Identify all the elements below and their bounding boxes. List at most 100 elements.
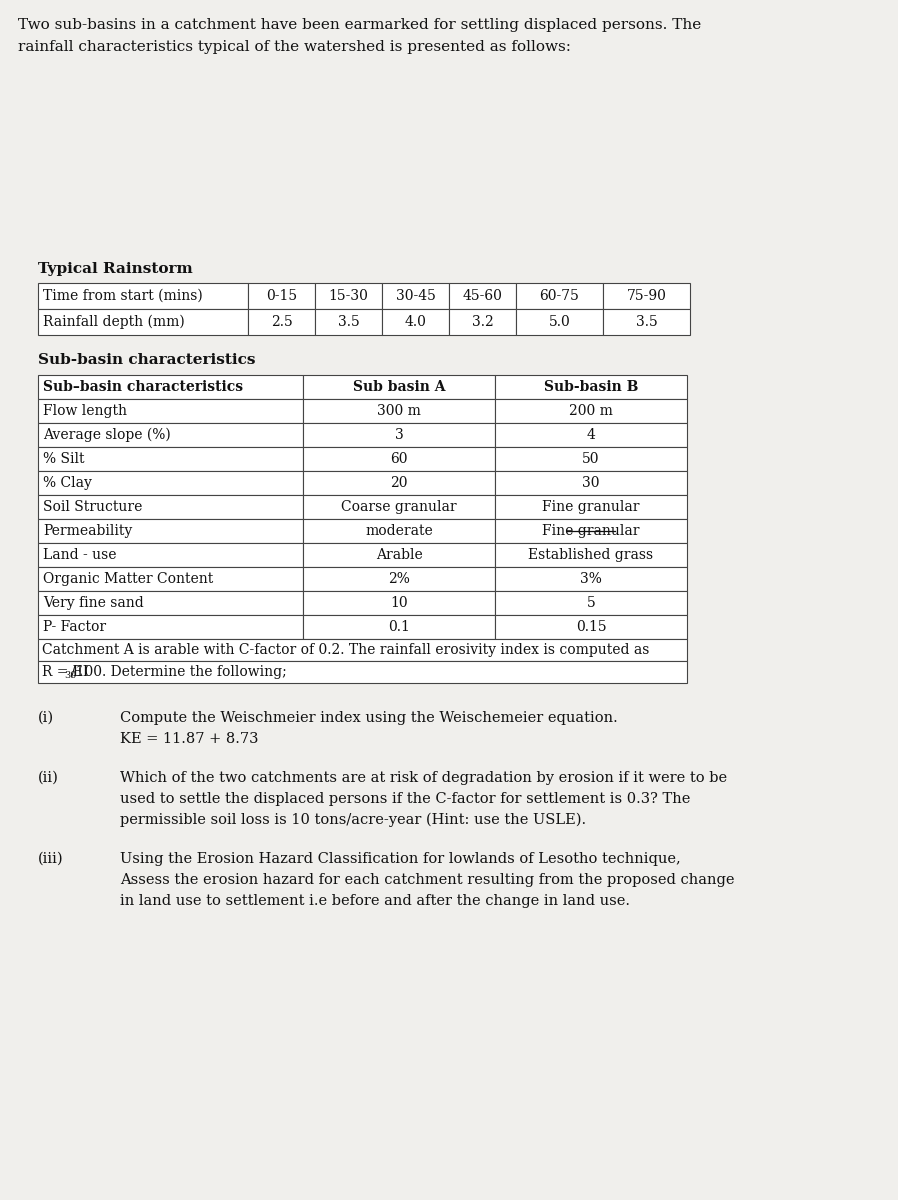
Bar [495, 422, 687, 446]
Text: Which of the two catchments are at risk of degradation by erosion if it were to : Which of the two catchments are at risk … [120, 770, 727, 785]
Bar [516, 283, 603, 308]
Text: Flow length: Flow length [43, 404, 127, 418]
Text: Sub-basin B: Sub-basin B [544, 380, 638, 394]
Bar [0, 242, 898, 1200]
Bar [38, 308, 248, 335]
Bar [495, 542, 687, 566]
Text: 3.5: 3.5 [338, 314, 359, 329]
Bar [303, 374, 495, 398]
Text: 10: 10 [391, 596, 408, 610]
Text: 30: 30 [582, 476, 600, 490]
Text: 30: 30 [65, 672, 76, 680]
Bar [495, 614, 687, 638]
Text: permissible soil loss is 10 tons/acre-year (Hint: use the USLE).: permissible soil loss is 10 tons/acre-ye… [120, 814, 586, 827]
Bar [38, 422, 303, 446]
Text: 0.1: 0.1 [388, 620, 410, 634]
Text: Permeability: Permeability [43, 524, 132, 538]
Text: 60: 60 [391, 452, 408, 466]
Text: 3.2: 3.2 [471, 314, 493, 329]
Text: 0.15: 0.15 [576, 620, 606, 634]
Text: 60-75: 60-75 [540, 289, 579, 302]
Text: /100. Determine the following;: /100. Determine the following; [71, 665, 286, 679]
Text: 4: 4 [586, 428, 595, 442]
Text: Established grass: Established grass [528, 548, 654, 562]
Bar [449, 308, 516, 335]
Bar [449, 283, 516, 308]
Text: in land use to settlement i.e before and after the change in land use.: in land use to settlement i.e before and… [120, 894, 630, 908]
Bar [382, 283, 449, 308]
Text: Soil Structure: Soil Structure [43, 500, 143, 514]
Bar [38, 446, 303, 470]
Bar [38, 494, 303, 518]
Text: Arable: Arable [375, 548, 422, 562]
Text: Sub-basin characteristics: Sub-basin characteristics [38, 353, 256, 367]
Text: (ii): (ii) [38, 770, 59, 785]
Text: Catchment A is arable with C-factor of 0.2. The rainfall erosivity index is comp: Catchment A is arable with C-factor of 0… [42, 643, 649, 658]
Bar [495, 518, 687, 542]
Text: 300 m: 300 m [377, 404, 421, 418]
Bar [38, 590, 303, 614]
Text: 3.5: 3.5 [636, 314, 657, 329]
Text: 200 m: 200 m [569, 404, 613, 418]
Text: 20: 20 [391, 476, 408, 490]
Text: 2.5: 2.5 [270, 314, 293, 329]
Text: used to settle the displaced persons if the C-factor for settlement is 0.3? The: used to settle the displaced persons if … [120, 792, 691, 806]
Bar [248, 308, 315, 335]
Text: Fine granular: Fine granular [542, 500, 639, 514]
Text: 50: 50 [582, 452, 600, 466]
Bar [38, 566, 303, 590]
Text: 3%: 3% [580, 572, 602, 586]
Bar [303, 470, 495, 494]
Text: Using the Erosion Hazard Classification for lowlands of Lesotho technique,: Using the Erosion Hazard Classification … [120, 852, 681, 866]
Text: Assess the erosion hazard for each catchment resulting from the proposed change: Assess the erosion hazard for each catch… [120, 874, 735, 887]
Bar [495, 470, 687, 494]
Text: Very fine sand: Very fine sand [43, 596, 144, 610]
Text: (iii): (iii) [38, 852, 64, 866]
Text: 5.0: 5.0 [549, 314, 570, 329]
Text: Average slope (%): Average slope (%) [43, 428, 171, 442]
Text: 30-45: 30-45 [395, 289, 436, 302]
Text: P- Factor: P- Factor [43, 620, 106, 634]
Bar [516, 308, 603, 335]
Bar [603, 283, 690, 308]
Bar [38, 518, 303, 542]
Text: 0-15: 0-15 [266, 289, 297, 302]
Bar [38, 374, 303, 398]
Text: Organic Matter Content: Organic Matter Content [43, 572, 213, 586]
Bar [495, 446, 687, 470]
Text: 15-30: 15-30 [329, 289, 368, 302]
Text: % Clay: % Clay [43, 476, 92, 490]
Text: moderate: moderate [365, 524, 433, 538]
Text: 75-90: 75-90 [627, 289, 666, 302]
Bar [38, 638, 687, 661]
Bar [38, 661, 687, 683]
Bar [248, 283, 315, 308]
Bar [382, 308, 449, 335]
Bar [603, 308, 690, 335]
Bar [38, 283, 248, 308]
Text: 45-60: 45-60 [462, 289, 503, 302]
Bar [38, 614, 303, 638]
Bar [303, 494, 495, 518]
Bar [38, 470, 303, 494]
Text: KE = 11.87 + 8.73: KE = 11.87 + 8.73 [120, 732, 259, 746]
Text: % Silt: % Silt [43, 452, 84, 466]
Bar [303, 518, 495, 542]
Text: Coarse granular: Coarse granular [341, 500, 457, 514]
Text: Land - use: Land - use [43, 548, 117, 562]
Bar [495, 494, 687, 518]
Text: 4.0: 4.0 [405, 314, 427, 329]
Text: rainfall characteristics typical of the watershed is presented as follows:: rainfall characteristics typical of the … [18, 40, 571, 54]
Text: Time from start (mins): Time from start (mins) [43, 289, 203, 302]
Text: Fine granular: Fine granular [542, 524, 639, 538]
Bar [38, 542, 303, 566]
Text: R = EI: R = EI [42, 665, 88, 679]
Bar [315, 308, 382, 335]
Bar [303, 566, 495, 590]
Bar [303, 614, 495, 638]
Bar [495, 590, 687, 614]
Text: Two sub-basins in a catchment have been earmarked for settling displaced persons: Two sub-basins in a catchment have been … [18, 18, 701, 32]
Bar [303, 590, 495, 614]
Bar [315, 283, 382, 308]
Text: Sub–basin characteristics: Sub–basin characteristics [43, 380, 243, 394]
